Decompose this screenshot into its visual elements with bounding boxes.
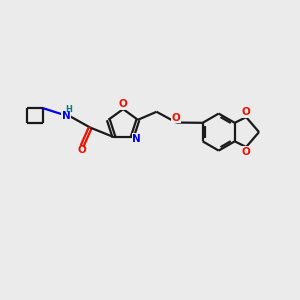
Text: O: O	[119, 99, 128, 109]
Text: N: N	[62, 111, 71, 121]
Text: O: O	[241, 107, 250, 117]
Text: O: O	[241, 147, 250, 157]
Text: O: O	[77, 145, 86, 155]
Text: O: O	[172, 113, 181, 123]
Text: N: N	[132, 134, 141, 144]
Text: H: H	[65, 105, 72, 114]
